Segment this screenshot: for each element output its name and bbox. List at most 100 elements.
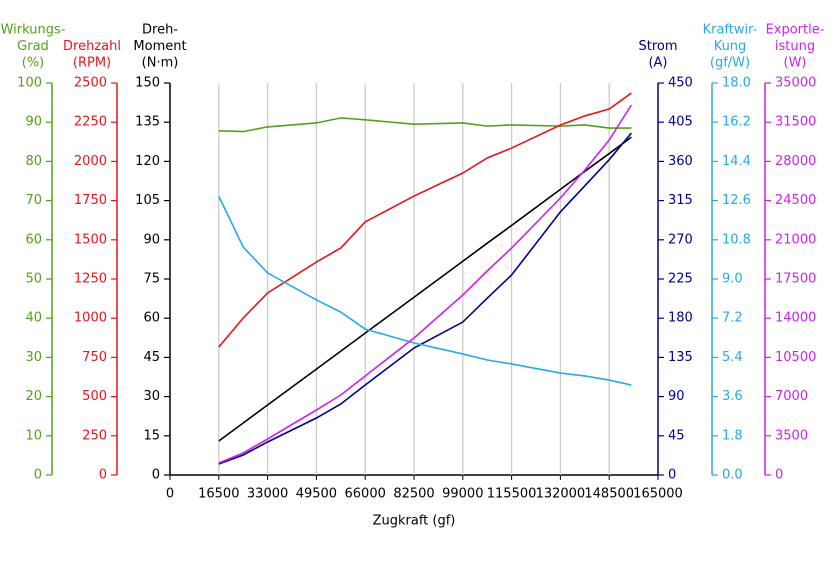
y-tick-label: 31500 xyxy=(775,115,816,130)
y-tick-label: 20 xyxy=(25,389,42,404)
y-tick-label: 15 xyxy=(143,428,160,443)
y-tick-label: 2500 xyxy=(74,76,107,91)
x-tick-label: 49500 xyxy=(296,487,337,502)
x-tick-label: 0 xyxy=(166,487,174,502)
y-tick-label: 35000 xyxy=(775,76,816,91)
y-tick-label: 150 xyxy=(135,76,160,91)
y-tick-label: 12.6 xyxy=(722,193,751,208)
y-tick-label: 250 xyxy=(82,428,107,443)
y-axis-title: Wirkungs- xyxy=(1,23,66,38)
x-tick-label: 99000 xyxy=(442,487,483,502)
y-tick-label: 1250 xyxy=(74,272,107,287)
y-axis-title: (RPM) xyxy=(73,56,111,71)
y-axis-title: (%) xyxy=(22,56,45,71)
y-tick-label: 0 xyxy=(34,468,42,483)
y-tick-label: 500 xyxy=(82,389,107,404)
y-tick-label: 105 xyxy=(135,193,160,208)
y-tick-label: 135 xyxy=(135,115,160,130)
y-tick-label: 0 xyxy=(775,468,783,483)
series-line xyxy=(218,195,632,386)
y-tick-label: 17500 xyxy=(775,272,816,287)
y-tick-label: 80 xyxy=(25,154,42,169)
y-tick-label: 360 xyxy=(668,154,693,169)
y-tick-label: 315 xyxy=(668,193,693,208)
y-tick-label: 30 xyxy=(25,350,42,365)
series-line xyxy=(218,104,633,464)
y-axis-title: Drehzahl xyxy=(63,39,121,54)
y-tick-label: 750 xyxy=(82,350,107,365)
y-tick-label: 2250 xyxy=(74,115,107,130)
y-tick-label: 135 xyxy=(668,350,693,365)
y-tick-label: 100 xyxy=(17,76,42,91)
series-line xyxy=(218,117,632,133)
y-tick-label: 30 xyxy=(143,389,160,404)
y-tick-label: 75 xyxy=(143,272,160,287)
y-axis-title: Dreh- xyxy=(142,23,178,38)
y-axis-title: Strom xyxy=(638,39,677,54)
y-tick-label: 60 xyxy=(143,311,160,326)
series-line xyxy=(218,132,632,465)
y-tick-label: 50 xyxy=(25,272,42,287)
y-tick-label: 1500 xyxy=(74,232,107,247)
y-tick-label: 40 xyxy=(25,311,42,326)
y-tick-label: 1.8 xyxy=(722,428,743,443)
y-tick-label: 0.0 xyxy=(722,468,743,483)
y-tick-label: 270 xyxy=(668,232,693,247)
y-tick-label: 60 xyxy=(25,232,42,247)
y-axis-title: Kung xyxy=(714,39,747,54)
y-tick-label: 3500 xyxy=(775,428,808,443)
y-tick-label: 3.6 xyxy=(722,389,743,404)
y-axis-title: istung xyxy=(775,39,815,54)
y-tick-label: 0 xyxy=(152,468,160,483)
y-tick-label: 28000 xyxy=(775,154,816,169)
y-tick-label: 180 xyxy=(668,311,693,326)
y-axis-title: (A) xyxy=(648,56,667,71)
y-axis-title: (W) xyxy=(784,56,807,71)
y-tick-label: 120 xyxy=(135,154,160,169)
y-axis-title: Moment xyxy=(133,39,186,54)
y-tick-label: 0 xyxy=(668,468,676,483)
x-tick-label: 165000 xyxy=(633,487,683,502)
y-tick-label: 14.4 xyxy=(722,154,751,169)
y-tick-label: 1750 xyxy=(74,193,107,208)
y-tick-label: 45 xyxy=(143,350,160,365)
y-tick-label: 7.2 xyxy=(722,311,743,326)
y-tick-label: 18.0 xyxy=(722,76,751,91)
x-axis-label: Zugkraft (gf) xyxy=(373,514,456,529)
y-tick-label: 10.8 xyxy=(722,232,751,247)
y-axis-title: Grad xyxy=(17,39,49,54)
y-tick-label: 14000 xyxy=(775,311,816,326)
y-tick-label: 21000 xyxy=(775,232,816,247)
x-tick-label: 66000 xyxy=(345,487,386,502)
x-tick-label: 132000 xyxy=(536,487,586,502)
y-tick-label: 5.4 xyxy=(722,350,743,365)
x-tick-label: 16500 xyxy=(198,487,239,502)
y-tick-label: 9.0 xyxy=(722,272,743,287)
x-tick-label: 82500 xyxy=(393,487,434,502)
y-tick-label: 24500 xyxy=(775,193,816,208)
y-tick-label: 1000 xyxy=(74,311,107,326)
y-tick-label: 90 xyxy=(668,389,685,404)
y-tick-label: 0 xyxy=(99,468,107,483)
y-axis-title: (gf/W) xyxy=(710,56,750,71)
y-tick-label: 90 xyxy=(143,232,160,247)
y-tick-label: 7000 xyxy=(775,389,808,404)
y-tick-label: 225 xyxy=(668,272,693,287)
y-tick-label: 70 xyxy=(25,193,42,208)
y-tick-label: 10 xyxy=(25,428,42,443)
y-tick-label: 450 xyxy=(668,76,693,91)
y-axis-title: (N·m) xyxy=(142,56,179,71)
y-axis-title: Exportle- xyxy=(766,23,825,38)
y-tick-label: 2000 xyxy=(74,154,107,169)
y-tick-label: 10500 xyxy=(775,350,816,365)
x-tick-label: 33000 xyxy=(247,487,288,502)
y-tick-label: 16.2 xyxy=(722,115,751,130)
x-tick-label: 115500 xyxy=(487,487,537,502)
series-line xyxy=(218,136,632,442)
y-tick-label: 90 xyxy=(25,115,42,130)
y-tick-label: 405 xyxy=(668,115,693,130)
y-tick-label: 45 xyxy=(668,428,685,443)
y-axis-title: Kraftwir- xyxy=(703,23,758,38)
